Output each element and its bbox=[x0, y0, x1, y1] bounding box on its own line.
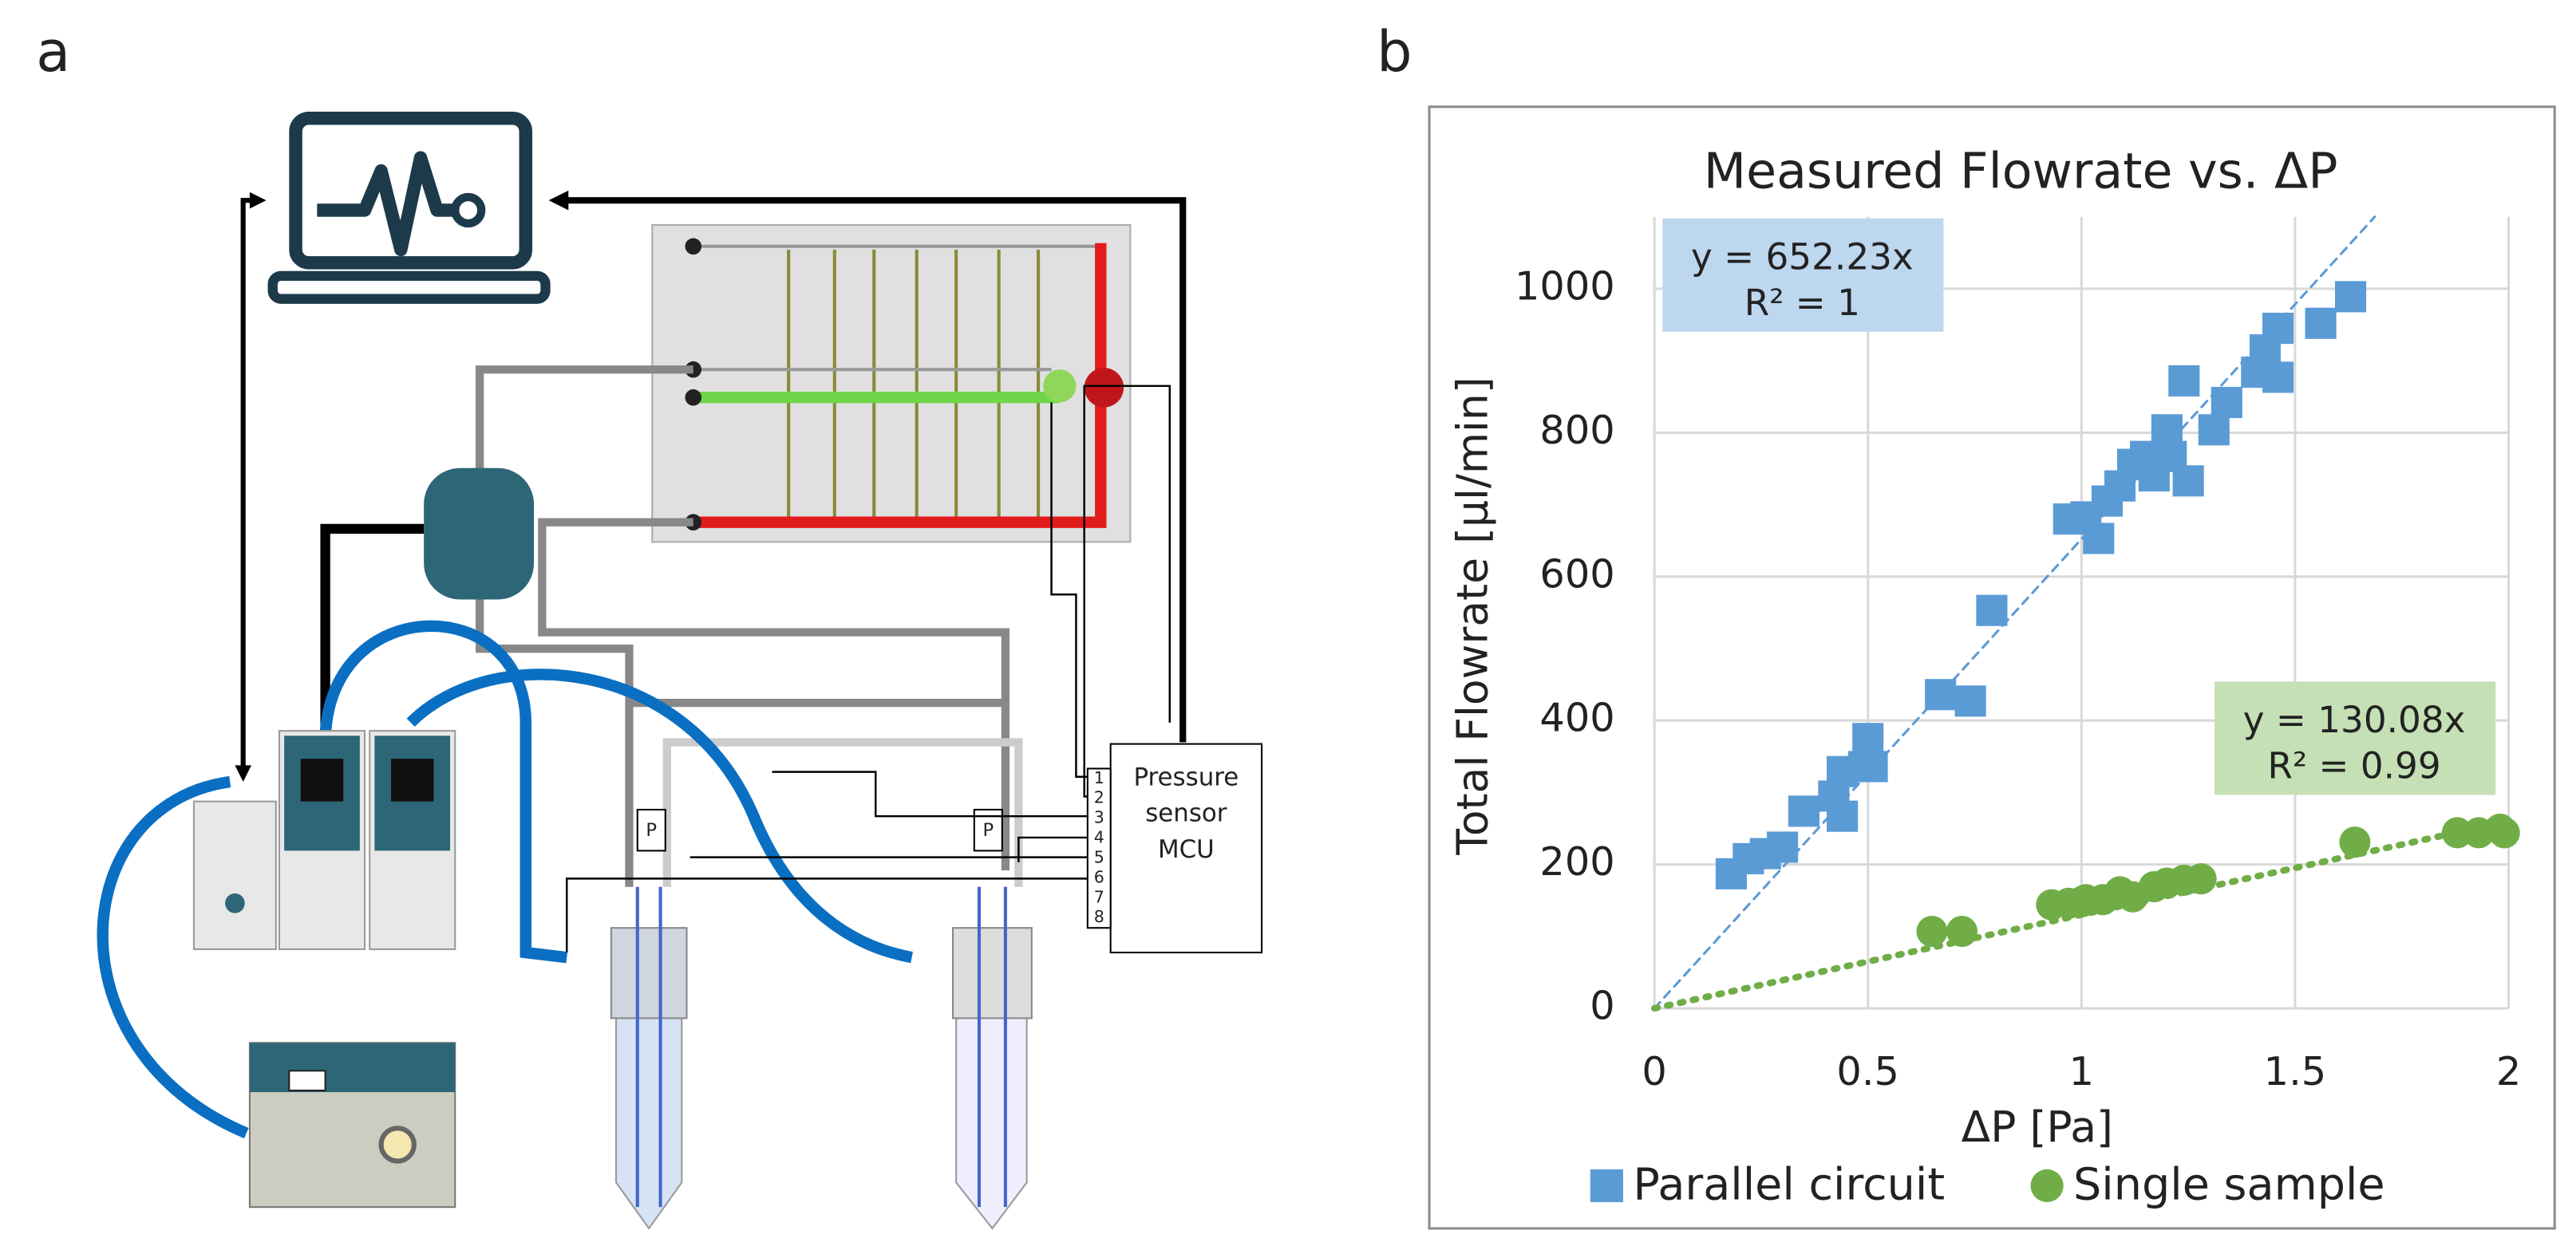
equation: y = 652.23x bbox=[1691, 235, 1914, 278]
data-point bbox=[2185, 863, 2217, 895]
y-tick-label: 800 bbox=[1539, 407, 1614, 453]
data-point bbox=[2198, 414, 2230, 446]
legend-marker bbox=[1590, 1169, 1623, 1202]
chart-frame bbox=[1428, 105, 2556, 1230]
pin-number: 6 bbox=[1094, 867, 1104, 886]
data-point bbox=[2339, 826, 2371, 858]
data-point bbox=[1788, 795, 1819, 827]
y-tick-label: 400 bbox=[1539, 695, 1614, 741]
data-point bbox=[1925, 679, 1957, 711]
data-point bbox=[1976, 594, 2008, 626]
equation-box bbox=[2214, 681, 2496, 795]
data-point bbox=[2441, 817, 2473, 849]
data-point bbox=[1852, 723, 1884, 755]
data-point bbox=[2262, 313, 2294, 345]
mcu-label: sensor bbox=[1145, 799, 1227, 828]
data-point bbox=[1916, 915, 1948, 948]
legend-label: Parallel circuit bbox=[1633, 1159, 1945, 1211]
mcu-label: MCU bbox=[1158, 835, 1215, 864]
data-point bbox=[2305, 307, 2337, 339]
y-tick-label: 600 bbox=[1539, 550, 1614, 597]
x-tick-label: 2 bbox=[2496, 1048, 2521, 1094]
data-point bbox=[1856, 751, 1888, 783]
data-point bbox=[2488, 817, 2520, 849]
r-squared: R² = 1 bbox=[1744, 282, 1860, 324]
x-tick-label: 1 bbox=[2069, 1048, 2094, 1094]
equation-box bbox=[1662, 218, 1944, 332]
sensor-label: P bbox=[982, 820, 994, 841]
chart-title: Measured Flowrate vs. ΔP bbox=[1704, 142, 2338, 199]
y-axis-label: Total Flowrate [μl/min] bbox=[1447, 377, 1497, 856]
pin-number: 8 bbox=[1094, 907, 1104, 926]
pin-number: 7 bbox=[1094, 887, 1104, 906]
x-axis-label: ΔP [Pa] bbox=[1962, 1102, 2113, 1152]
data-point bbox=[2151, 414, 2183, 446]
data-point bbox=[1946, 915, 1978, 948]
pin-number: 1 bbox=[1094, 768, 1104, 787]
y-tick-label: 1000 bbox=[1515, 262, 1615, 309]
data-point bbox=[2168, 365, 2200, 397]
data-point bbox=[2155, 440, 2187, 472]
data-point bbox=[1954, 685, 1986, 717]
legend-marker bbox=[2030, 1169, 2064, 1202]
data-point bbox=[1827, 800, 1859, 832]
data-point bbox=[2334, 281, 2367, 313]
x-tick-label: 0 bbox=[1642, 1048, 1666, 1094]
mcu-label: Pressure bbox=[1133, 763, 1239, 791]
pin-number: 3 bbox=[1094, 808, 1104, 827]
pin-number: 4 bbox=[1094, 828, 1104, 847]
x-tick-label: 0.5 bbox=[1836, 1048, 1899, 1094]
data-point bbox=[2211, 386, 2242, 419]
legend-label: Single sample bbox=[2073, 1159, 2385, 1211]
equation: y = 130.08x bbox=[2243, 699, 2466, 741]
pin-number: 2 bbox=[1094, 788, 1104, 807]
r-squared: R² = 0.99 bbox=[2267, 744, 2440, 787]
pin-number: 5 bbox=[1094, 847, 1104, 866]
data-point bbox=[2262, 361, 2294, 393]
panel-label: b bbox=[1377, 19, 1412, 85]
x-tick-label: 1.5 bbox=[2264, 1048, 2327, 1094]
panel-label: a bbox=[36, 19, 70, 85]
y-tick-label: 200 bbox=[1539, 838, 1614, 885]
sensor-label: P bbox=[646, 820, 657, 841]
y-tick-label: 0 bbox=[1590, 983, 1614, 1029]
data-point bbox=[1767, 831, 1799, 863]
data-point bbox=[2083, 523, 2115, 554]
